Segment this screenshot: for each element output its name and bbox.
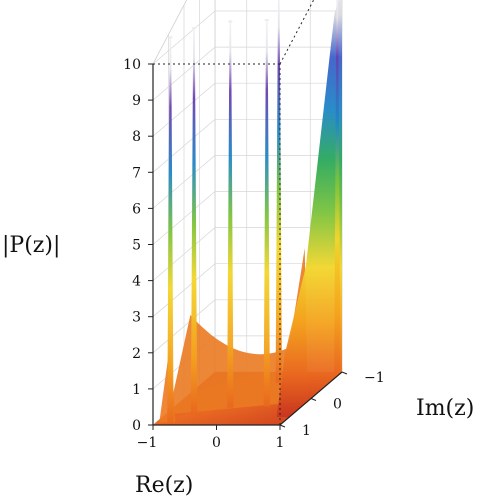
z-tick-label: 9 [132, 93, 141, 109]
y-tick-mark [310, 398, 317, 401]
x-tick-label: 1 [276, 435, 285, 451]
z-tick-label: 0 [132, 418, 141, 434]
z-tick-label: 10 [123, 57, 141, 73]
spike-1 [167, 37, 174, 424]
z-tick-label: 2 [132, 346, 141, 362]
x-axis-label: Re(z) [135, 473, 193, 498]
z-axis-label: |P(z)| [2, 233, 60, 258]
spike-2 [190, 28, 198, 415]
y-tick-label: −1 [364, 370, 385, 386]
spike-cap-3 [228, 20, 233, 23]
spike-cap-2 [191, 26, 197, 30]
x-tick-label: −1 [137, 435, 158, 451]
spike-cap-1 [168, 36, 173, 39]
x-tick-label: 0 [212, 435, 221, 451]
spike-5 [275, 0, 282, 383]
gridline-z [152, 46, 342, 101]
z-tick-label: 8 [132, 129, 141, 145]
box-top-right-edge [279, 0, 315, 65]
x-axis-ticks: −1 0 1 [137, 425, 285, 451]
spike-cap-4 [264, 18, 269, 22]
gridline-z [152, 263, 342, 317]
z-tick-label: 1 [132, 382, 141, 398]
y-tick-label: 1 [302, 423, 311, 439]
spike-4 [263, 20, 270, 407]
surface-valley [168, 248, 308, 415]
gridline-z [152, 118, 342, 173]
z-tick-label: 4 [132, 274, 141, 290]
z-axis-ticks: 0 1 2 3 4 5 6 7 8 9 10 [123, 57, 153, 434]
y-axis-ticks: −1 0 1 [279, 370, 385, 439]
y-axis-label: Im(z) [416, 396, 474, 421]
gridline-z [152, 191, 342, 245]
gridline-z [152, 82, 342, 137]
surface-right-wall [276, 0, 342, 418]
spikes [167, 0, 341, 424]
y-tick-mark [279, 424, 286, 428]
z-tick-label: 5 [132, 238, 141, 254]
spike-3 [227, 21, 234, 408]
gridline-z [152, 227, 342, 281]
z-tick-label: 6 [132, 201, 141, 217]
gridline-z [152, 10, 342, 65]
z-tick-label: 3 [132, 310, 141, 326]
y-tick-label: 0 [333, 397, 342, 413]
z-tick-label: 7 [132, 165, 141, 181]
spike-6 [334, 0, 341, 374]
y-tick-mark [341, 371, 348, 375]
gridline-z [152, 155, 342, 209]
